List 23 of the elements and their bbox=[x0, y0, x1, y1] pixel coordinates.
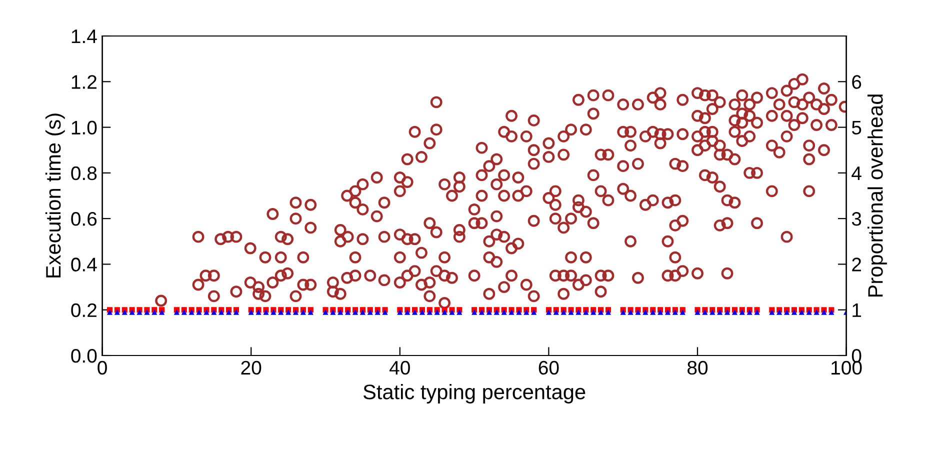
y-tick-label: 0.4 bbox=[71, 258, 97, 272]
x-tick-label: 80 bbox=[688, 360, 708, 375]
y-tick-label: 1.2 bbox=[72, 75, 96, 89]
x-tick-label: 100 bbox=[832, 360, 862, 375]
y2-axis-title: Proportional overhead bbox=[868, 94, 887, 297]
y-tick-label: 0.2 bbox=[71, 303, 96, 318]
y2-tick-label: 5 bbox=[852, 120, 862, 135]
x-tick-label: 60 bbox=[538, 360, 559, 375]
y-tick-label: 0.6 bbox=[71, 212, 97, 226]
y-tick-label: 1.4 bbox=[72, 30, 97, 44]
y-axis-title: Execution time (s) bbox=[45, 114, 65, 278]
x-axis-title: Static typing percentage bbox=[363, 384, 586, 404]
x-tick-label: 20 bbox=[241, 360, 262, 375]
y2-tick-label: 2 bbox=[852, 258, 861, 272]
x-tick-label: 0 bbox=[98, 360, 107, 375]
x-tick-label: 40 bbox=[390, 360, 410, 375]
y2-tick-label: 6 bbox=[852, 75, 862, 89]
y2-tick-label: 3 bbox=[852, 212, 862, 226]
y2-tick-label: 4 bbox=[852, 166, 862, 180]
y2-tick-label: 1 bbox=[852, 304, 862, 317]
y-tick-label: 0.8 bbox=[71, 166, 97, 180]
y-tick-label: 0.0 bbox=[71, 348, 97, 363]
y-tick-label: 1.0 bbox=[72, 120, 97, 135]
